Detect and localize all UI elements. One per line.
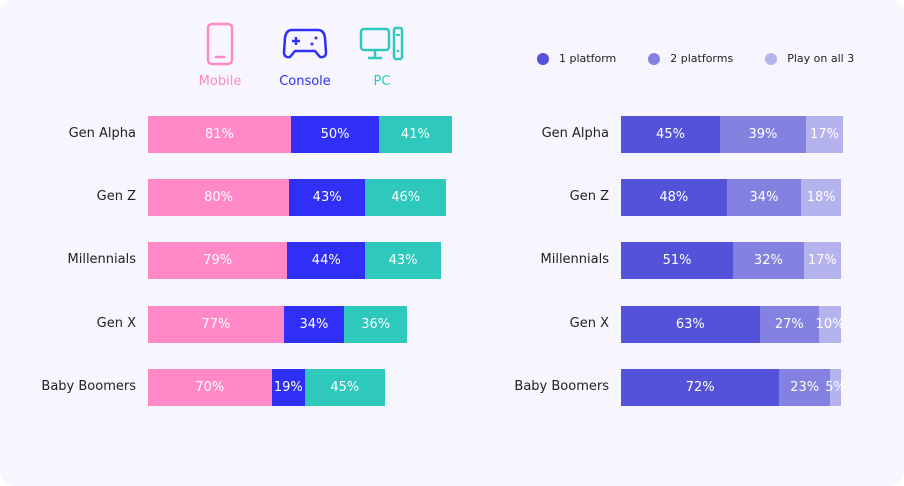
data-label: 77% — [201, 317, 231, 332]
platform-chart-bar-console: 19% — [271, 369, 306, 406]
platform-count-chart-bar-2-platforms: 34% — [726, 179, 802, 216]
legend-mobile-label: Mobile — [198, 74, 242, 89]
platform-count-chart-bar-play-on-all-3: 10% — [816, 306, 844, 343]
platform-chart-bar-pc: 43% — [365, 242, 441, 279]
platform-chart-bar-console: 44% — [287, 242, 366, 279]
platform-count-chart-bar-play-on-all-3: 17% — [805, 116, 844, 153]
platform-chart-bar-pc: 45% — [305, 369, 385, 406]
data-label: 41% — [400, 127, 430, 142]
data-label: 63% — [675, 317, 705, 332]
legend-swatch — [537, 52, 549, 65]
legend-platform-count: 1 platform 2 platforms Play on all 3 — [537, 52, 886, 65]
platform-chart-bar-pc: 36% — [343, 306, 408, 343]
platform-count-chart-bar-1-platform: 45% — [621, 116, 720, 153]
category-label: Baby Boomers — [514, 379, 609, 394]
gamepad-icon — [282, 28, 328, 59]
platform-chart-bar-pc: 41% — [379, 116, 452, 153]
platform-chart-bar-console: 50% — [290, 116, 380, 153]
data-label: 48% — [659, 190, 689, 205]
legend-item-all-3: Play on all 3 — [765, 52, 854, 65]
platform-chart-bar-mobile: 70% — [148, 369, 272, 406]
category-label: Baby Boomers — [41, 379, 136, 394]
data-label: 44% — [311, 253, 341, 268]
platform-chart-bar-console: 34% — [283, 306, 344, 343]
platform-count-chart-bar-2-platforms: 23% — [779, 369, 830, 406]
data-label: 39% — [748, 127, 778, 142]
data-label: 51% — [662, 253, 692, 268]
data-label: 10% — [815, 317, 845, 332]
platform-count-chart-bar-play-on-all-3: 17% — [803, 242, 841, 279]
data-label: 70% — [195, 380, 225, 395]
legend-swatch — [765, 52, 778, 65]
category-label: Millennials — [540, 252, 610, 267]
data-label: 32% — [753, 253, 783, 268]
legend-console-label: Console — [279, 74, 331, 89]
legend-label: 1 platform — [559, 52, 617, 65]
data-label: 34% — [299, 317, 329, 332]
platform-count-chart-bar-1-platform: 48% — [621, 179, 727, 216]
category-label: Gen X — [569, 316, 609, 331]
category-label: Gen Z — [96, 189, 136, 204]
legend-label: 2 platforms — [670, 52, 734, 65]
data-label: 17% — [807, 253, 837, 268]
platform-chart-bar-mobile: 81% — [148, 116, 291, 153]
platform-chart-bar-mobile: 80% — [148, 179, 290, 216]
platform-chart-bar-pc: 46% — [365, 179, 447, 216]
data-label: 72% — [685, 380, 715, 395]
data-label: 27% — [774, 317, 804, 332]
mobile-phone-icon — [206, 22, 234, 66]
data-label: 19% — [273, 380, 303, 395]
legend-mobile: Mobile — [190, 22, 250, 89]
data-label: 50% — [320, 127, 350, 142]
data-label: 81% — [205, 127, 234, 142]
category-label: Millennials — [67, 252, 137, 267]
data-label: 46% — [391, 190, 421, 205]
category-label: Gen Alpha — [541, 126, 609, 141]
platform-count-chart-bar-2-platforms: 32% — [733, 242, 804, 279]
data-label: 23% — [790, 380, 820, 395]
platform-chart-bar-mobile: 77% — [148, 306, 284, 343]
category-label: Gen X — [96, 316, 136, 331]
platform-count-chart-bar-1-platform: 72% — [621, 369, 780, 406]
platform-count-chart-bar-2-platforms: 39% — [720, 116, 806, 153]
platform-count-chart-bar-1-platform: 51% — [621, 242, 734, 279]
data-label: 34% — [749, 190, 779, 205]
legend-console: Console — [272, 26, 338, 89]
platform-count-chart-bar-play-on-all-3: 5% — [825, 369, 846, 406]
data-label: 45% — [656, 127, 685, 142]
data-label: 45% — [330, 380, 360, 395]
data-label: 43% — [388, 253, 418, 268]
platform-count-chart-bar-2-platforms: 27% — [759, 306, 819, 343]
category-label: Gen Alpha — [68, 126, 136, 141]
data-label: 43% — [312, 190, 342, 205]
legend-item-2-platforms: 2 platforms — [648, 52, 733, 65]
legend-swatch — [648, 52, 661, 65]
legend-item-1-platform: 1 platform — [537, 52, 616, 65]
data-label: 17% — [810, 127, 839, 142]
legend-label: Play on all 3 — [787, 52, 855, 65]
platform-count-chart-bar-play-on-all-3: 18% — [801, 179, 841, 216]
legend-pc-label: PC — [373, 74, 391, 89]
platform-count-chart-bar-1-platform: 63% — [621, 306, 760, 343]
desktop-pc-icon — [359, 26, 404, 61]
platform-chart-bar-mobile: 79% — [148, 242, 288, 279]
data-label: 79% — [203, 253, 233, 268]
data-label: 18% — [806, 190, 836, 205]
legend-pc: PC — [356, 26, 408, 89]
data-label: 80% — [204, 190, 234, 205]
data-label: 5% — [825, 380, 846, 395]
category-label: Gen Z — [569, 189, 609, 204]
data-label: 36% — [361, 317, 391, 332]
platform-chart-bar-console: 43% — [289, 179, 366, 216]
